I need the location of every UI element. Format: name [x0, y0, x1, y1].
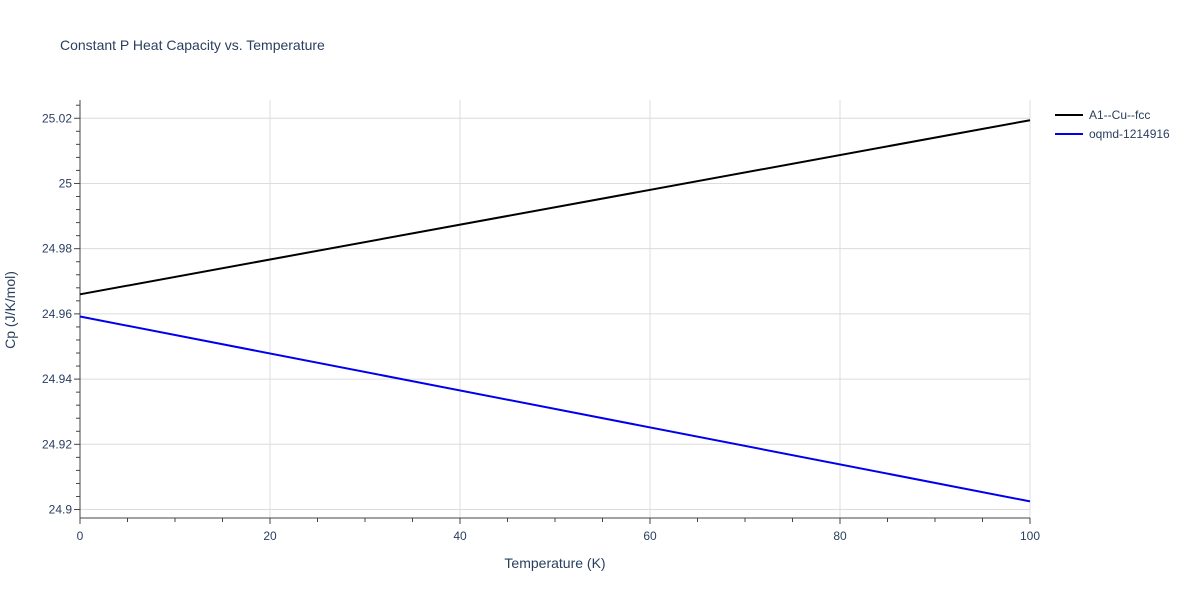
x-tick-label: 40 [453, 529, 467, 543]
y-tick-label: 24.98 [42, 242, 72, 256]
y-tick-label: 24.96 [42, 307, 72, 321]
series-line-2 [79, 315, 1031, 503]
x-tick-label: 20 [263, 529, 277, 543]
y-tick-label: 25 [59, 176, 73, 190]
series-group [79, 119, 1031, 503]
y-tick-label: 24.92 [42, 437, 72, 451]
x-tick-label: 80 [833, 529, 847, 543]
axes: 0 20 40 60 80 100 24.9 24.92 24.94 24.96 24.98 25 25… [42, 100, 1040, 543]
x-tick-label: 60 [643, 529, 657, 543]
legend-label: A1--Cu--fcc [1089, 108, 1150, 122]
legend-label: oqmd-1214916 [1089, 127, 1170, 141]
x-axis-title: Temperature (K) [504, 555, 605, 571]
y-tick-label: 25.02 [42, 111, 72, 125]
x-tick-label: 100 [1020, 529, 1040, 543]
series-line-1 [79, 119, 1031, 296]
y-axis-title: Cp (J/K/mol) [2, 271, 18, 349]
y-tick-label: 24.9 [49, 503, 73, 517]
grid [80, 100, 1031, 518]
y-tick-label: 24.94 [42, 372, 72, 386]
x-tick-label: 0 [77, 529, 84, 543]
legend: A1--Cu--fcc oqmd-1214916 [1055, 108, 1170, 141]
chart-title: Constant P Heat Capacity vs. Temperature [60, 37, 325, 53]
